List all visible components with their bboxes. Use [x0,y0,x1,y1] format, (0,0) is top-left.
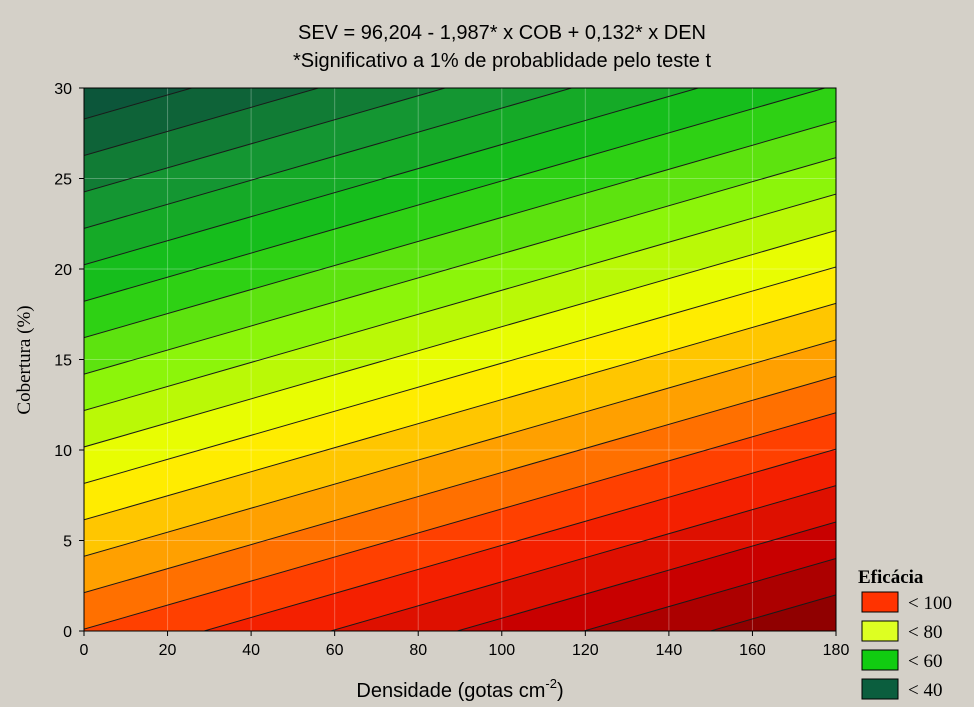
grid-lines [84,88,836,631]
contour-line [84,88,825,302]
contour-line [84,88,192,120]
contour-line [204,448,836,631]
chart-title: SEV = 96,204 - 1,987* x COB + 0,132* x D… [298,22,706,44]
contour-line [583,557,836,631]
legend-title: Eficácia [858,567,924,588]
y-tick-label: 30 [54,81,72,98]
x-tick-label: 180 [823,642,850,659]
contour-line [330,485,836,631]
y-tick-label: 25 [54,172,72,189]
contour-lines [84,88,836,631]
x-tick-label: 60 [326,642,344,659]
x-tick-label: 160 [739,642,766,659]
contour-line [84,375,836,594]
x-tick-label: 80 [409,642,427,659]
contour-line [84,88,572,229]
legend: Eficácia < 100 < 80 < 60 < 40 [858,567,952,701]
legend-item-label: < 40 [908,680,942,701]
legend-swatch [861,649,899,671]
x-axis-ticks: 0 20 40 60 80 100 120 140 160 180 [80,631,850,659]
y-tick-label: 10 [54,443,72,460]
contour-line [84,88,699,266]
plot-area [84,88,836,631]
legend-item-label: < 100 [908,593,952,614]
y-axis-ticks: 0 5 10 15 20 25 30 [54,81,84,641]
contour-line [84,157,836,375]
chart-subtitle: *Significativo a 1% de probablidade pelo… [293,50,712,72]
x-axis-label-main: Densidade (gotas cm [356,680,545,702]
x-axis-label: Densidade (gotas cm-2) [356,676,563,702]
legend-swatch [861,591,899,613]
contour-line [84,230,836,448]
contour-line [710,594,836,631]
x-axis-label-superscript: -2 [545,676,557,691]
x-tick-label: 100 [488,642,515,659]
x-tick-label: 120 [572,642,599,659]
y-tick-label: 5 [63,534,72,551]
contour-line [84,88,446,193]
contour-line [84,193,836,412]
y-tick-label: 20 [54,262,72,279]
contour-line [84,412,836,630]
legend-swatch [861,620,899,642]
x-tick-label: 0 [80,642,89,659]
y-tick-label: 15 [54,353,72,370]
contour-line [84,88,319,156]
contour-line [457,521,836,631]
legend-swatch [861,678,899,700]
contour-line [84,339,836,557]
y-axis-label: Cobertura (%) [14,305,35,414]
contour-line [84,120,836,339]
x-tick-label: 140 [656,642,683,659]
x-tick-label: 20 [159,642,177,659]
legend-item-label: < 80 [908,622,942,643]
legend-item-label: < 60 [908,651,942,672]
contour-line [84,266,836,484]
y-tick-label: 0 [63,624,72,641]
legend-items: < 100 < 80 < 60 < 40 [861,591,952,701]
x-axis-label-end: ) [557,680,564,702]
contour-line [84,302,836,521]
x-tick-label: 40 [242,642,260,659]
